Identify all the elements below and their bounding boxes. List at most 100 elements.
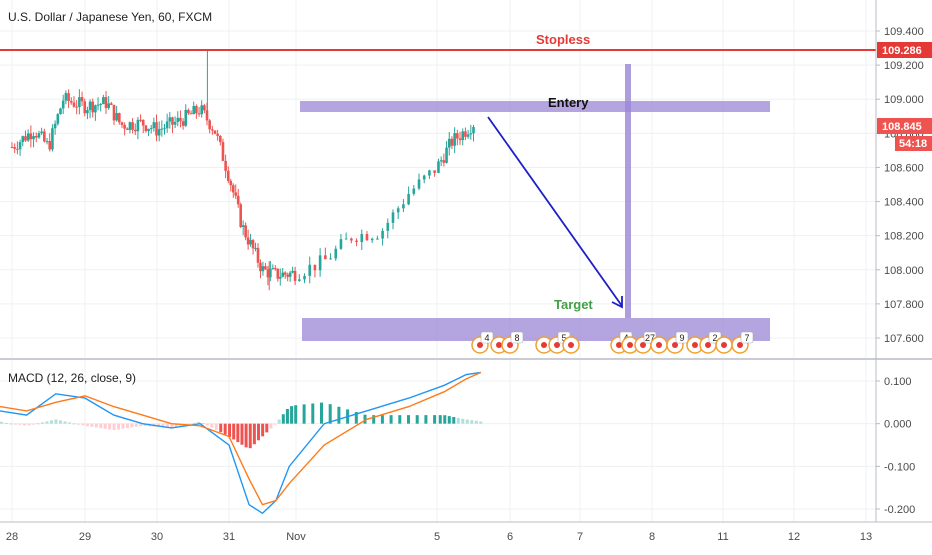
candle-body <box>189 113 193 115</box>
signal-line <box>0 371 482 506</box>
event-badge[interactable]: 27 <box>634 331 657 354</box>
event-badge[interactable]: 9 <box>666 331 689 354</box>
macd-histogram-bar <box>456 417 460 424</box>
entry-zone[interactable] <box>300 101 770 112</box>
stop-price-tag <box>877 42 932 58</box>
candle-body <box>381 230 384 239</box>
candle-body <box>412 188 416 194</box>
price-tick-label: 107.800 <box>884 299 924 311</box>
candle-body <box>464 131 467 137</box>
candle-body <box>96 104 100 106</box>
macd-histogram-bar <box>372 415 376 424</box>
macd-histogram-bar <box>244 423 248 448</box>
candle-body <box>324 255 327 260</box>
time-tick-label: 13 <box>860 531 872 543</box>
time-axis[interactable]: 28 29 30 31 Nov 5 6 7 8 11 12 13 <box>6 531 872 543</box>
price-tick-label: 108.000 <box>884 265 924 277</box>
candle-body <box>32 136 35 140</box>
candle-body <box>171 117 174 125</box>
candle-body <box>29 133 33 140</box>
macd-histogram-bar <box>197 421 201 424</box>
macd-pane[interactable] <box>0 371 483 515</box>
macd-histogram-bar <box>214 423 218 430</box>
macd-histogram-bar <box>479 421 483 424</box>
event-badge[interactable] <box>562 336 580 354</box>
macd-histogram-bar <box>320 402 323 424</box>
time-tick-label: 11 <box>717 531 728 543</box>
candle-body <box>104 97 108 109</box>
candle-body <box>402 204 405 209</box>
candle-body <box>107 103 110 109</box>
target-zone[interactable] <box>302 318 770 341</box>
candle-body <box>219 135 222 143</box>
candle-body <box>176 117 180 122</box>
candle-body <box>221 142 225 161</box>
flag-icon <box>640 342 646 348</box>
candle-body <box>246 237 250 245</box>
candle-body <box>123 124 126 129</box>
flag-icon <box>627 342 633 348</box>
candle-body <box>187 109 190 114</box>
candle-body <box>417 179 421 189</box>
macd-histogram-bar <box>328 404 332 424</box>
macd-axis[interactable]: 0.100 0.000 -0.100 -0.200 <box>876 376 915 516</box>
event-count: 27 <box>645 333 655 343</box>
price-tick-label: 108.200 <box>884 231 924 243</box>
macd-histogram-bar <box>94 423 98 428</box>
event-badge[interactable] <box>650 336 668 354</box>
event-badge[interactable]: 7 <box>731 331 754 354</box>
candle-body <box>447 138 451 148</box>
candle-body <box>21 136 25 143</box>
macd-histogram-bar <box>452 416 456 424</box>
candle-body <box>86 110 89 114</box>
candle-body <box>264 266 267 270</box>
candle-body <box>67 93 70 101</box>
candle-body <box>78 97 81 107</box>
price-axis[interactable]: 109.400109.200109.000108.800108.600108.4… <box>876 26 924 345</box>
flag-icon <box>721 342 727 348</box>
macd-histogram-bar <box>285 408 289 424</box>
candle-body <box>256 247 260 263</box>
macd-histogram-bar <box>139 423 143 427</box>
candle-body <box>283 272 287 275</box>
event-badge[interactable]: 4 <box>471 331 494 354</box>
candle-body <box>355 240 358 242</box>
target-label: Target <box>554 297 593 312</box>
event-badge[interactable]: 5 <box>548 331 571 354</box>
event-count: 5 <box>561 333 566 343</box>
time-marker-bar[interactable] <box>625 64 631 318</box>
candle-body <box>133 129 137 132</box>
forecast-arrow[interactable] <box>487 116 623 309</box>
candle-body <box>308 264 312 276</box>
event-badge[interactable] <box>535 336 553 354</box>
candle-body <box>365 234 369 241</box>
candle-body <box>350 238 353 241</box>
macd-histogram-bar <box>438 415 442 424</box>
macd-histogram-bar <box>465 419 469 424</box>
macd-histogram-bar <box>31 423 35 425</box>
macd-histogram-bar <box>232 423 236 440</box>
macd-histogram-bar <box>49 420 53 424</box>
macd-histogram-bar <box>252 423 256 445</box>
event-badges[interactable]: 485427927 <box>471 331 754 354</box>
price-tick-label: 108.600 <box>884 162 924 174</box>
macd-histogram-bar <box>433 415 437 424</box>
candle-body <box>288 272 292 277</box>
candle-body <box>26 133 30 141</box>
countdown-tag <box>895 136 932 151</box>
macd-line <box>0 371 481 515</box>
candle-body <box>291 271 294 273</box>
event-count: 8 <box>514 333 519 343</box>
event-badge[interactable]: 8 <box>501 331 524 354</box>
flag-icon <box>568 342 574 348</box>
candle-body <box>40 131 43 134</box>
event-badge[interactable] <box>715 336 733 354</box>
candle-body <box>94 105 97 113</box>
price-pane[interactable] <box>10 49 475 291</box>
macd-histogram-bar <box>192 422 196 424</box>
macd-histogram-bar <box>265 423 269 433</box>
macd-histogram-bar <box>236 423 240 443</box>
event-count-box <box>480 331 494 344</box>
candle-body <box>259 262 262 272</box>
